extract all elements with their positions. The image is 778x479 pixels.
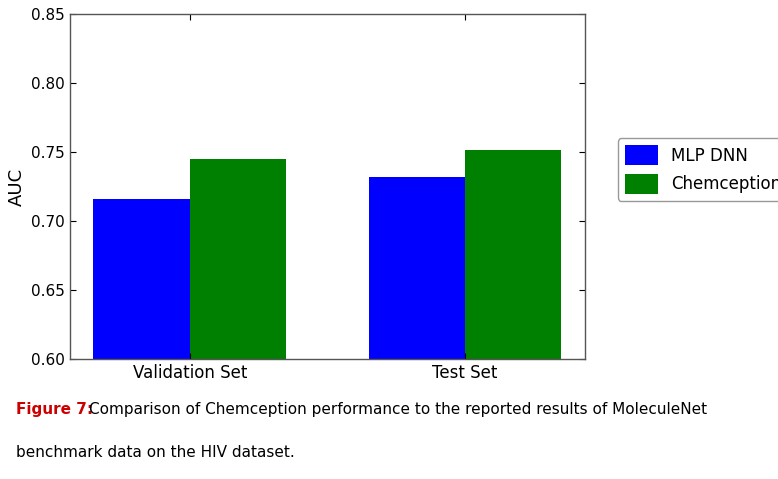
Bar [465, 149, 561, 479]
Text: Comparison of Chemception performance to the reported results of MoleculeNet: Comparison of Chemception performance to… [89, 402, 708, 417]
Bar [93, 199, 190, 479]
Bar [190, 159, 286, 479]
Legend: MLP DNN, Chemception: MLP DNN, Chemception [618, 138, 778, 201]
Text: benchmark data on the HIV dataset.: benchmark data on the HIV dataset. [16, 445, 294, 460]
Text: Figure 7:: Figure 7: [16, 402, 93, 417]
Bar [369, 177, 465, 479]
Y-axis label: AUC: AUC [8, 168, 26, 206]
